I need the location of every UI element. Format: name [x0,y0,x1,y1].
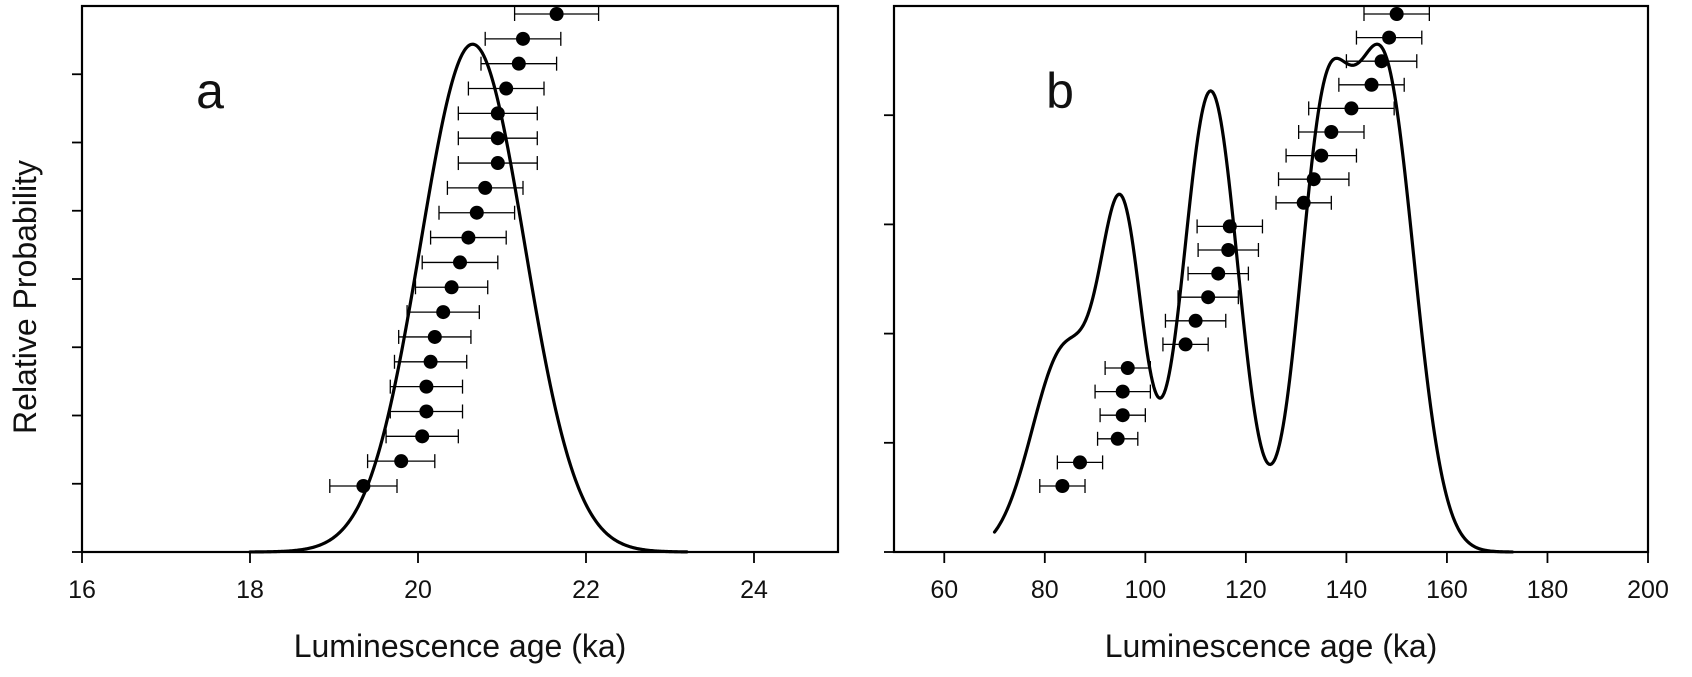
age-point [444,280,459,295]
age-point [490,156,505,171]
x-tick-label: 140 [1326,576,1368,604]
plot-frame [892,4,1650,554]
x-tick-label: 120 [1225,576,1267,604]
x-tick-label: 18 [236,576,264,604]
age-point [1115,384,1130,399]
age-point [1115,408,1130,423]
age-point [1110,431,1125,446]
age-point [415,429,430,444]
age-point [1314,148,1329,163]
age-point [1221,243,1236,257]
panel-letter: b [1046,63,1074,119]
age-point [1211,266,1226,281]
age-point [478,180,493,195]
age-point [1344,101,1359,116]
age-point [1374,54,1389,69]
age-point [469,205,484,220]
age-point [1306,172,1321,187]
age-point [1120,361,1135,375]
age-point [1222,219,1237,234]
age-point [1188,313,1203,328]
age-point [1382,30,1397,45]
age-point [490,106,505,121]
age-point [1324,125,1339,139]
age-point [1201,290,1216,305]
x-axis-title: Luminescence age (ka) [1105,628,1438,664]
age-point [394,454,409,469]
age-point [1055,479,1070,493]
age-point [1072,455,1087,470]
x-tick-label: 200 [1627,576,1669,604]
panel-a: 16 18 20 22 24 Luminescence age (ka) a Relative… [7,4,840,664]
x-tick-label: 80 [1031,576,1059,604]
x-tick-label: 16 [68,576,96,604]
age-point [1178,337,1193,352]
age-point [516,31,530,46]
x-tick-label: 100 [1124,576,1166,604]
age-point [419,404,434,419]
panel-b: 60 80 100 120 140 160 180 200 Luminescence age (… [884,4,1669,664]
age-point [436,305,451,320]
age-point [1296,195,1311,210]
x-tick-label: 60 [930,576,958,604]
x-axis-title: Luminescence age (ka) [294,628,627,664]
panel-letter: a [196,63,224,119]
age-point [423,354,438,369]
x-tick-label: 180 [1527,576,1569,604]
age-point [549,7,564,21]
age-point [356,479,371,493]
age-point [490,131,505,146]
age-point [1389,7,1404,21]
age-point [453,255,467,270]
x-tick-label: 24 [740,576,768,604]
x-tick-label: 22 [572,576,600,604]
age-point [499,81,514,96]
x-tick-label: 20 [404,576,432,604]
density-curve [248,42,689,554]
age-point [1364,77,1379,92]
density-curve [992,42,1514,554]
x-tick-label: 160 [1426,576,1468,604]
age-point [427,329,442,344]
y-axis-title: Relative Probability [7,160,43,434]
age-point [511,56,526,71]
age-point [419,379,434,394]
age-point [461,230,476,245]
